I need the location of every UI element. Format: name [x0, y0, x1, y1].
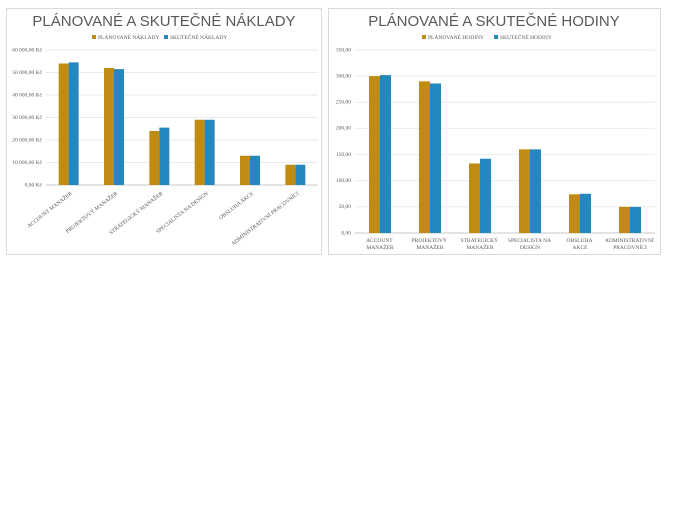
x-tick-label: SPECIALISTA NA DESIGN — [508, 238, 552, 251]
bar — [250, 155, 260, 185]
y-tick-label: 50 000,00 Kč — [12, 70, 42, 76]
y-tick-label: 30 000,00 Kč — [12, 115, 42, 121]
bar — [149, 131, 160, 185]
bar — [469, 163, 480, 233]
legend-swatch — [422, 35, 426, 39]
bar — [295, 164, 306, 185]
bar — [430, 83, 441, 233]
bar — [419, 81, 430, 233]
y-tick-label: 150,00 — [336, 152, 351, 158]
y-tick-label: 100,00 — [336, 178, 351, 184]
legend-label: PLÁNOVANÉ NÁKLADY — [98, 33, 159, 41]
bar — [194, 119, 205, 185]
y-tick-label: 20 000,00 Kč — [12, 137, 42, 143]
y-tick-label: 0,00 — [341, 230, 351, 236]
bar — [240, 155, 250, 185]
bar — [630, 206, 641, 233]
bar — [68, 62, 79, 185]
y-tick-label: 50,00 — [339, 204, 352, 210]
bar — [114, 69, 124, 185]
bar — [58, 63, 69, 185]
legend-label: PLÁNOVANÉ HODINY — [428, 33, 484, 41]
y-tick-label: 0,00 Kč — [25, 182, 43, 188]
bar — [285, 164, 296, 185]
bar — [380, 75, 391, 234]
bar — [530, 149, 541, 233]
y-tick-label: 300,00 — [336, 73, 351, 79]
bar — [369, 76, 380, 234]
x-tick-label: PROJEKTOVÝ MANAŽER — [412, 236, 449, 251]
y-tick-label: 10 000,00 Kč — [12, 160, 42, 166]
y-tick-label: 200,00 — [336, 126, 351, 132]
x-tick-label: OBSLUHA AKCE — [566, 238, 593, 251]
bar — [519, 149, 530, 233]
x-tick-label: ACCOUNT MANAŽER — [366, 238, 394, 251]
chart-title: PLÁNOVANÉ A SKUTEČNÉ NÁKLADY — [32, 13, 295, 30]
legend-swatch — [164, 35, 168, 39]
chart-title: PLÁNOVANÉ A SKUTEČNÉ HODINY — [368, 13, 619, 30]
x-tick-label: STRATEGICKÝ MANAŽER — [461, 236, 500, 251]
legend-label: SKUTEČNÉ HODINY — [500, 33, 552, 41]
x-tick-label: ADMINISTRATIVNÍ PRACOVNÍCI — [605, 236, 655, 251]
y-tick-label: 40 000,00 Kč — [12, 92, 42, 98]
y-tick-label: 250,00 — [336, 100, 351, 106]
bar — [104, 68, 114, 185]
legend-swatch — [494, 35, 498, 39]
bar — [580, 193, 591, 233]
bar — [204, 119, 215, 185]
bar — [569, 194, 580, 233]
legend-label: SKUTEČNÉ NÁKLADY — [170, 33, 227, 41]
y-tick-label: 60 000,00 Kč — [12, 47, 42, 53]
bar — [619, 206, 630, 233]
legend-swatch — [92, 35, 96, 39]
bar — [480, 158, 491, 233]
y-tick-label: 350,00 — [336, 47, 351, 53]
bar — [159, 127, 170, 185]
